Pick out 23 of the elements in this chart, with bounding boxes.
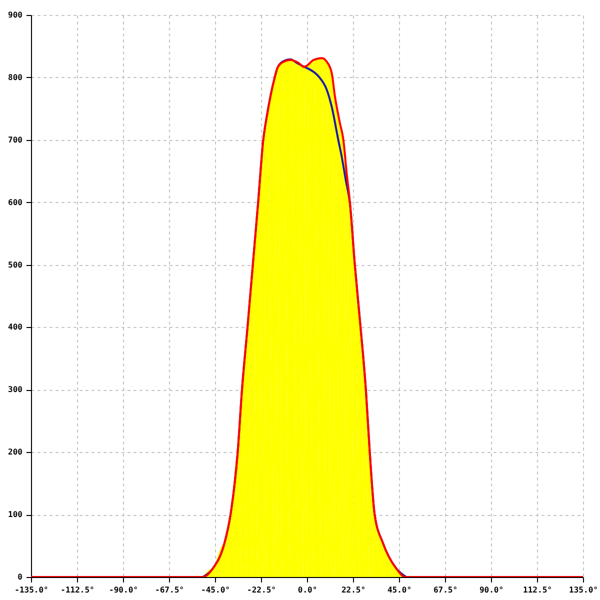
- y-tick-label: 600: [8, 198, 23, 207]
- x-tick-label: 112.5°: [523, 586, 552, 594]
- y-tick-label: 100: [8, 510, 23, 520]
- x-tick-label: 90.0°: [479, 586, 504, 594]
- y-tick-label: 500: [8, 260, 23, 270]
- x-tick-label: -22.5°: [247, 586, 276, 594]
- y-tick-label: 900: [8, 10, 23, 20]
- x-tick-label: 45.0°: [387, 586, 412, 594]
- x-tick-label: -67.5°: [155, 586, 184, 594]
- y-tick-label: 0: [18, 572, 23, 582]
- x-tick-label: 0.0°: [298, 586, 318, 594]
- x-tick-label: 135.0°: [569, 586, 598, 594]
- y-tick-label: 200: [8, 448, 23, 457]
- x-tick-label: -135.0°: [14, 586, 48, 594]
- x-tick-label: -90.0°: [109, 586, 138, 594]
- y-tick-label: 700: [8, 135, 23, 144]
- y-tick-label: 400: [8, 322, 23, 332]
- y-tick-label: 300: [8, 385, 23, 394]
- x-tick-label: -45.0°: [201, 586, 230, 594]
- x-tick-label: 67.5°: [433, 586, 458, 594]
- x-tick-label: 22.5°: [341, 586, 366, 594]
- y-tick-label: 800: [8, 72, 23, 82]
- x-tick-label: -112.5°: [60, 586, 94, 594]
